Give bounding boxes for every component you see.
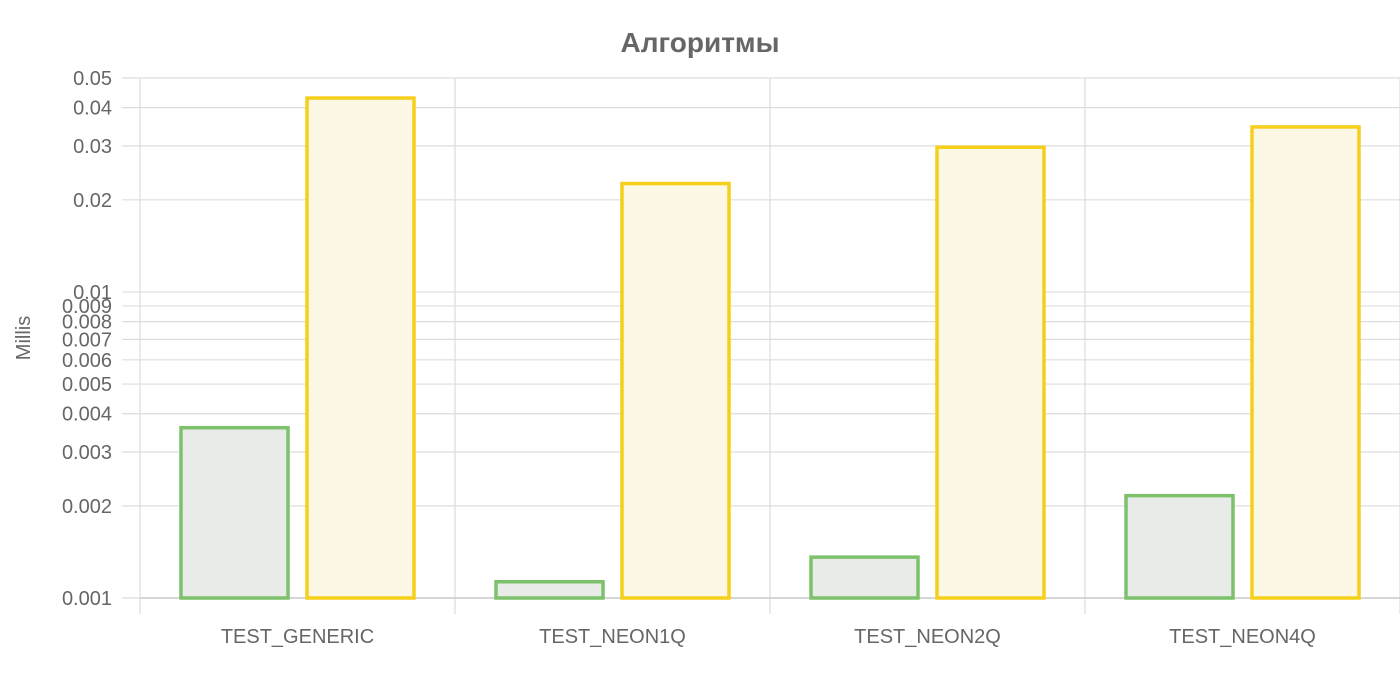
y-tick-label: 0.03 (73, 136, 112, 158)
bar-series1-test-generic (179, 425, 290, 600)
bar-series1-test-neon2q (809, 555, 920, 600)
y-tick-label: 0.01 (73, 282, 112, 304)
chart-title: Алгоритмы (620, 27, 779, 58)
y-tick-label: 0.003 (62, 442, 112, 464)
bar-series1-test-neon4q (1124, 493, 1235, 600)
x-tick-label: TEST_NEON2Q (854, 626, 1001, 648)
y-tick-label: 0.02 (73, 190, 112, 212)
y-tick-label: 0.007 (62, 329, 112, 351)
x-tick-label: TEST_NEON4Q (1169, 626, 1316, 648)
y-tick-label: 0.004 (62, 404, 112, 426)
y-axis-label: Millis (13, 316, 35, 360)
y-tick-label: 0.05 (73, 68, 112, 90)
y-tick-label: 0.04 (73, 98, 112, 120)
x-tick-label: TEST_NEON1Q (539, 626, 686, 648)
x-tick-label: TEST_GENERIC (221, 626, 374, 648)
x-axis-ticks: TEST_GENERIC TEST_NEON1Q TEST_NEON2Q TEST_N… (221, 626, 1316, 648)
bar-series2-test-neon4q (1250, 125, 1361, 600)
bar-series1-test-neon1q (494, 580, 605, 600)
bars (179, 96, 1361, 600)
y-tick-label: 0.001 (62, 588, 112, 610)
y-tick-label: 0.002 (62, 496, 112, 518)
y-tick-label: 0.009 (62, 296, 112, 318)
bar-series2-test-neon1q (620, 181, 731, 600)
bar-series2-test-neon2q (935, 145, 1046, 600)
y-tick-label: 0.006 (62, 350, 112, 372)
y-tick-label: 0.005 (62, 374, 112, 396)
y-tick-label: 0.008 (62, 312, 112, 334)
bar-series2-test-generic (305, 96, 416, 600)
y-axis-ticks: 0.001 0.002 0.003 0.004 0.0050.0060.0070.008… (62, 68, 112, 610)
